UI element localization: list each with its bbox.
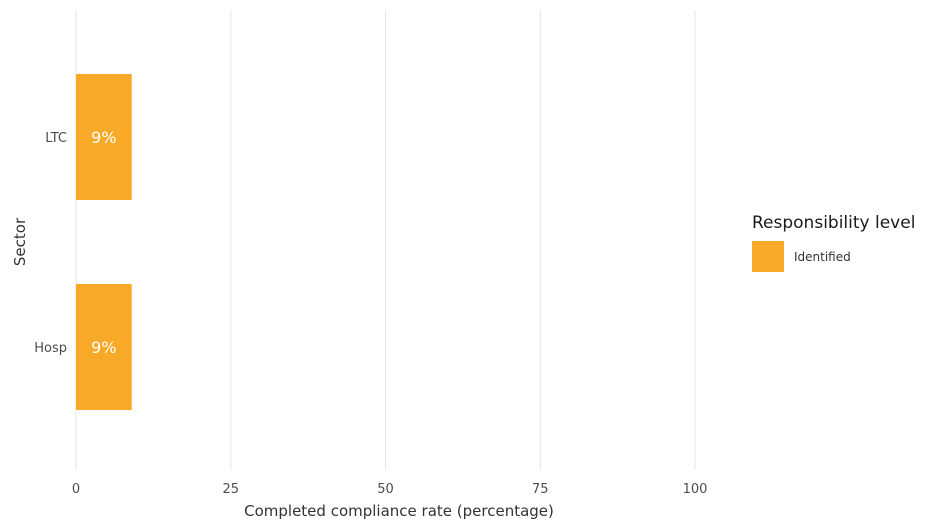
- legend-title: Responsibility level: [752, 213, 915, 233]
- bar-ltc: [76, 74, 132, 200]
- bar-value-label-hosp: 9%: [91, 338, 116, 357]
- legend-swatch: [752, 241, 784, 272]
- x-axis-title: Completed compliance rate (percentage): [244, 502, 554, 520]
- x-axis-ticks: 0 25 50 75 100: [72, 482, 708, 497]
- y-tick-label-hosp: Hosp: [34, 341, 67, 356]
- y-tick-label-ltc: LTC: [45, 131, 67, 146]
- y-axis-ticks: LTC Hosp: [34, 131, 67, 356]
- x-tick-label-75: 75: [532, 482, 549, 497]
- bars: [76, 74, 132, 410]
- gridlines: [75, 10, 696, 470]
- bar-labels: 9% 9%: [91, 128, 116, 357]
- legend-label: Identified: [794, 250, 851, 264]
- x-tick-label-50: 50: [377, 482, 394, 497]
- x-tick-label-0: 0: [72, 482, 80, 497]
- y-axis-title: Sector: [11, 217, 29, 266]
- bar-value-label-ltc: 9%: [91, 128, 116, 147]
- legend: Responsibility level Identified: [752, 213, 915, 272]
- bar-hosp: [76, 284, 132, 410]
- x-tick-label-25: 25: [222, 482, 239, 497]
- x-tick-label-100: 100: [683, 482, 708, 497]
